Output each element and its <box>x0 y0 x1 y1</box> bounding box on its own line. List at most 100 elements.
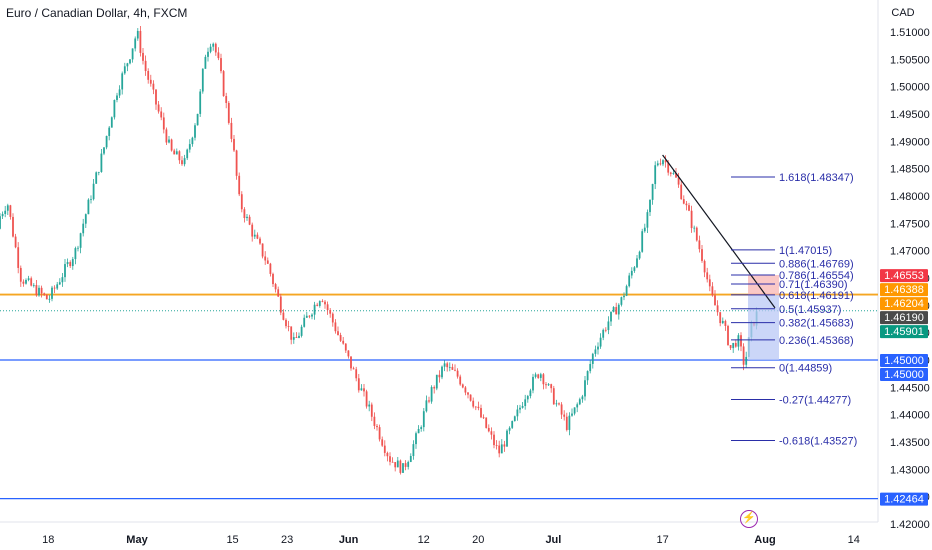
alert-icon[interactable]: ⚡ <box>740 510 758 528</box>
candle-body <box>155 89 157 105</box>
candle-body <box>519 407 521 410</box>
candle-body <box>565 416 568 430</box>
x-tick-label: May <box>126 534 148 546</box>
candle-body <box>61 277 64 283</box>
candle-body <box>383 445 386 453</box>
y-tick-label: 1.42000 <box>890 519 930 531</box>
candle-body <box>129 59 131 64</box>
candle-body <box>420 427 423 429</box>
currency-label[interactable]: CAD <box>891 7 915 19</box>
candle-body <box>516 409 519 417</box>
candle-body <box>451 366 454 370</box>
candle-body <box>396 460 399 468</box>
candle-body <box>17 247 20 268</box>
position-target-zone[interactable] <box>748 294 779 360</box>
candle-body <box>599 337 602 347</box>
candle-body <box>272 273 274 285</box>
candle-body <box>355 369 358 379</box>
candle-body <box>649 199 651 213</box>
candle-body <box>235 150 238 176</box>
price-tag <box>880 492 928 506</box>
candle-body <box>188 144 191 150</box>
candle-body <box>329 310 332 314</box>
candle-body <box>461 384 464 388</box>
candle-body <box>584 380 586 397</box>
x-tick-label: 18 <box>42 534 54 546</box>
candle-body <box>337 331 339 335</box>
candle-body <box>316 304 319 306</box>
candle-body <box>194 125 196 138</box>
candle-body <box>534 374 537 377</box>
candle-body <box>508 427 511 431</box>
candle-body <box>300 326 303 336</box>
candle-body <box>35 285 38 296</box>
candle-body <box>149 79 152 84</box>
candle-body <box>428 400 430 402</box>
candle-body <box>474 406 477 408</box>
candle-body <box>448 366 451 368</box>
candle-body <box>706 272 709 280</box>
candle-body <box>711 286 714 296</box>
candle-body <box>521 406 524 408</box>
candle-body <box>643 227 646 232</box>
candle-body <box>64 264 66 278</box>
candle-body <box>108 127 111 136</box>
candle-body <box>376 425 378 428</box>
candle-body <box>344 343 347 351</box>
candle-body <box>360 388 363 391</box>
candle-body <box>66 262 69 265</box>
candle-body <box>157 104 160 112</box>
candle-body <box>126 63 129 67</box>
y-tick-label: 1.43500 <box>890 437 930 449</box>
candle-body <box>113 99 116 118</box>
candle-body <box>116 95 118 100</box>
candle-body <box>40 287 43 294</box>
candle-body <box>118 89 121 96</box>
candle-body <box>134 38 137 49</box>
candle-body <box>628 275 631 287</box>
candle-body <box>721 320 724 324</box>
candle-body <box>370 404 373 417</box>
price-tag <box>880 269 928 283</box>
fib-level-label: 1(1.47015) <box>779 245 832 257</box>
candle-body <box>568 415 571 430</box>
candle-body <box>667 162 670 173</box>
candle-body <box>537 374 540 378</box>
candle-body <box>339 334 342 341</box>
candle-body <box>698 240 701 250</box>
candle-body <box>532 376 534 391</box>
candle-body <box>207 51 209 57</box>
candle-body <box>287 326 290 327</box>
candle-body <box>269 263 272 274</box>
symbol-title[interactable]: Euro / Canadian Dollar, 4h, FXCM <box>6 6 188 20</box>
candle-body <box>745 356 748 365</box>
price-tag <box>880 325 928 339</box>
candle-body <box>82 223 85 234</box>
candle-body <box>22 281 25 284</box>
candle-body <box>84 214 87 224</box>
candle-body <box>25 279 27 284</box>
candle-body <box>495 445 498 446</box>
candle-body <box>162 117 165 130</box>
candle-body <box>9 205 12 217</box>
candle-body <box>121 73 124 90</box>
candle-body <box>695 227 698 241</box>
candle-body <box>477 406 480 409</box>
price-tag-text: 1.45000 <box>884 369 924 381</box>
trendline[interactable] <box>662 154 776 309</box>
y-tick-label: 1.44500 <box>890 382 930 394</box>
candle-body <box>378 427 381 440</box>
fib-level-label: 0.886(1.46769) <box>779 258 854 270</box>
candle-body <box>201 68 204 92</box>
candle-body <box>357 378 360 391</box>
candle-body <box>342 340 345 344</box>
price-tag <box>880 368 928 381</box>
position-stop-zone[interactable] <box>748 275 779 295</box>
candle-body <box>490 431 493 435</box>
fib-level-label: 0.382(1.45683) <box>779 318 854 330</box>
candle-body <box>680 184 683 200</box>
candle-body <box>266 260 269 264</box>
candle-body <box>685 203 688 206</box>
candle-body <box>636 258 638 268</box>
